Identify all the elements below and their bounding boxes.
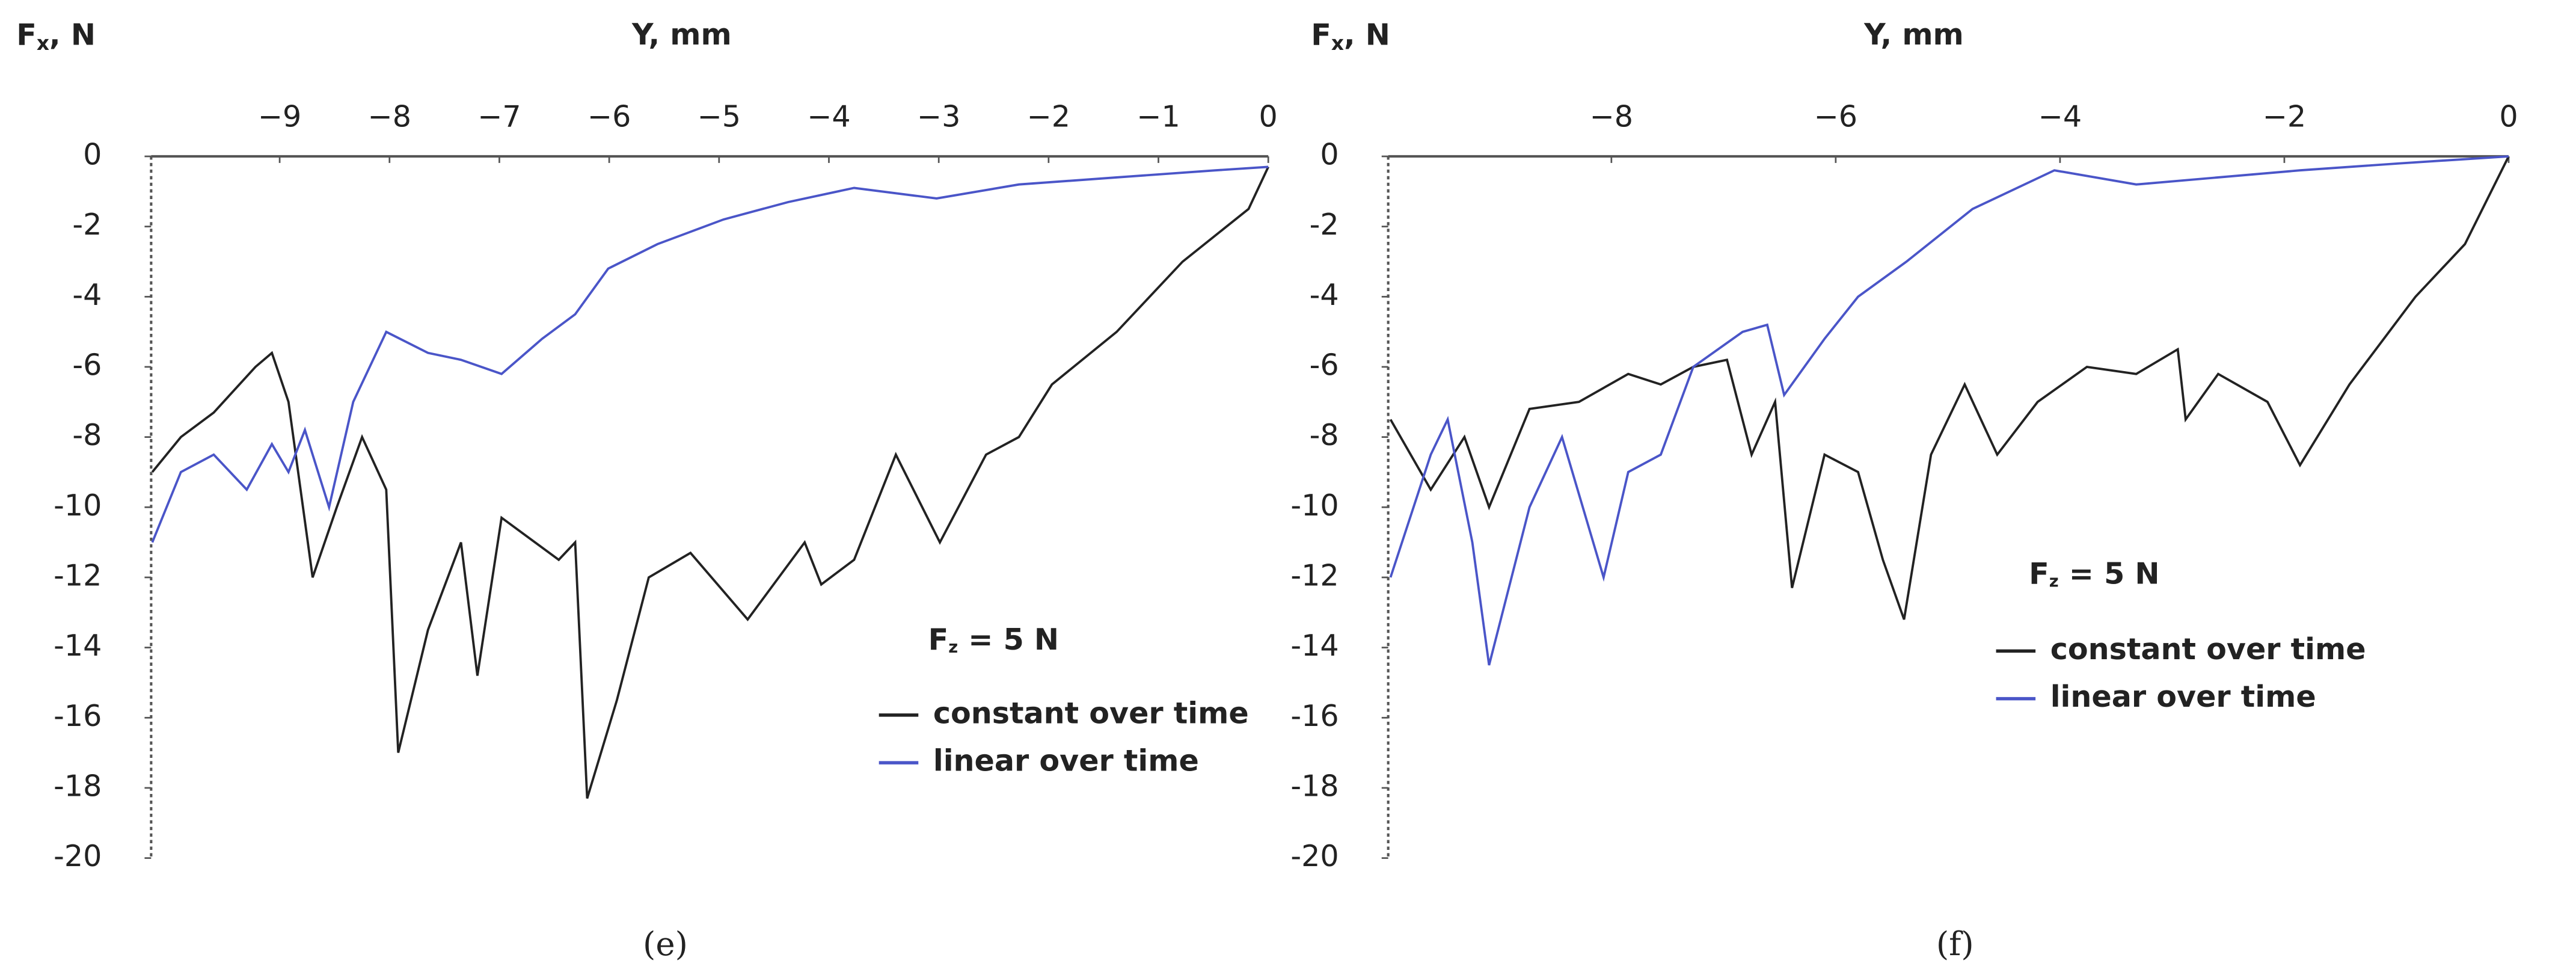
x-tick-label: −3	[917, 99, 960, 134]
x-tick-label: 0	[1259, 99, 1278, 134]
y-axis-title-part: F	[1311, 17, 1331, 52]
x-tick-label: −2	[2263, 99, 2306, 134]
y-axis-title-part: F	[16, 17, 37, 52]
y-tick-label: -20	[1290, 838, 1339, 873]
x-tick-label: −2	[1027, 99, 1070, 134]
y-tick-label: -6	[1310, 347, 1339, 382]
x-tick-label: −9	[258, 99, 301, 134]
series-line	[151, 165, 1269, 543]
series-line	[1389, 156, 2510, 620]
y-tick-label: -4	[72, 277, 102, 312]
x-tick-label: −4	[807, 99, 850, 134]
annotation-part: F	[2029, 556, 2049, 591]
y-tick-label: -8	[72, 417, 102, 452]
annotation-part: = 5 N	[2059, 556, 2160, 591]
x-tick-label: −1	[1136, 99, 1180, 134]
y-tick-label: -16	[1290, 698, 1339, 733]
x-axis-title: Y, mm	[631, 17, 732, 52]
x-tick-label: −5	[698, 99, 741, 134]
y-axis-title-part: x	[1331, 32, 1344, 55]
annotation-part: z	[948, 638, 958, 656]
series-line	[151, 166, 1269, 799]
y-tick-label: -14	[54, 628, 102, 663]
y-tick-label: -8	[1310, 417, 1339, 452]
y-tick-label: -16	[54, 698, 102, 733]
x-axis-title: Y, mm	[1863, 17, 1964, 52]
annotation-part: = 5 N	[958, 621, 1059, 656]
y-tick-label: -2	[72, 207, 102, 242]
y-tick-label: -6	[72, 347, 102, 382]
y-axis-title: Fx, N	[1311, 17, 1390, 55]
x-tick-label: −7	[477, 99, 521, 134]
y-tick-label: -18	[1290, 768, 1339, 803]
y-tick-label: -10	[1290, 488, 1339, 523]
legend-label: constant over time	[2050, 632, 2366, 666]
y-axis-title-part: , N	[49, 17, 96, 52]
y-tick-label: -10	[54, 488, 102, 523]
x-tick-label: −8	[368, 99, 411, 134]
x-tick-label: −4	[2038, 99, 2082, 134]
y-tick-label: -20	[54, 838, 102, 873]
y-axis-title-part: x	[37, 32, 49, 55]
y-tick-label: 0	[1320, 137, 1339, 171]
y-axis-title: Fx, N	[16, 17, 96, 55]
x-tick-label: −8	[1590, 99, 1633, 134]
y-tick-label: -12	[1290, 558, 1339, 592]
annotation-part: z	[2049, 572, 2059, 591]
y-tick-label: -14	[1290, 628, 1339, 663]
y-axis-title-part: , N	[1344, 17, 1390, 52]
y-tick-label: -12	[54, 558, 102, 592]
y-tick-label: 0	[83, 137, 102, 171]
legend-label: linear over time	[2050, 679, 2316, 714]
annotation-part: F	[928, 621, 949, 656]
annotation: Fz = 5 N	[2029, 556, 2159, 591]
annotation: Fz = 5 N	[928, 621, 1059, 656]
y-tick-label: -4	[1310, 277, 1339, 312]
y-tick-label: -2	[1310, 207, 1339, 242]
y-tick-label: -18	[54, 768, 102, 803]
legend-label: constant over time	[933, 695, 1249, 730]
x-tick-label: −6	[1814, 99, 1857, 134]
caption: (e)	[643, 924, 688, 963]
legend-label: linear over time	[933, 743, 1199, 778]
series-line	[1389, 155, 2509, 666]
x-tick-label: 0	[2499, 99, 2518, 134]
caption: (f)	[1936, 924, 1974, 963]
x-tick-label: −6	[587, 99, 631, 134]
